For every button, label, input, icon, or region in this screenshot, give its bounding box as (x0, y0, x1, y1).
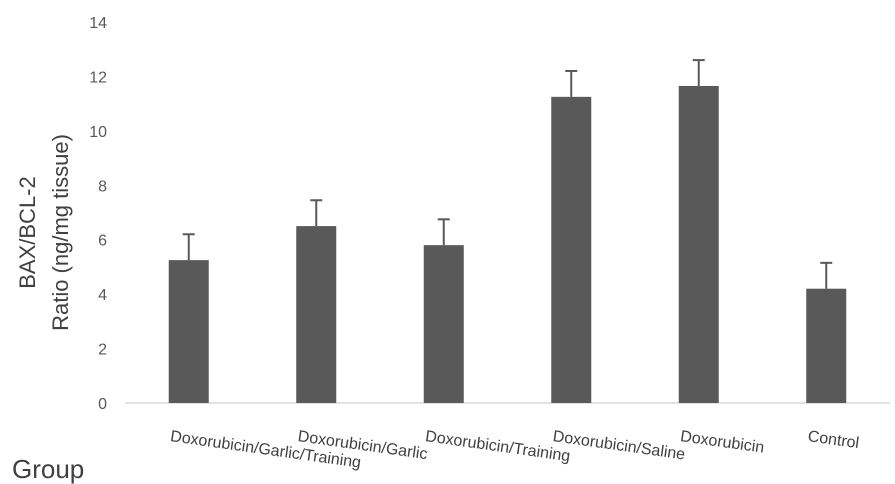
bar (423, 245, 464, 403)
bar (678, 85, 719, 403)
error-bar (437, 218, 450, 246)
y-tick-label: 2 (98, 342, 107, 359)
category-label: Doxorubicin (679, 428, 765, 457)
category-label: Doxorubicin/Training (424, 428, 571, 465)
y-tick-label: 10 (89, 124, 107, 141)
bar (168, 260, 209, 403)
y-tick-label: 14 (89, 15, 107, 32)
y-axis-title-line: Ratio (ng/mg tissue) (48, 134, 73, 331)
x-axis-title: Group (12, 454, 84, 484)
error-bar (310, 199, 323, 227)
y-axis-ticks: 0 2 4 6 8 10 12 14 (89, 15, 107, 413)
category-label: Control (807, 428, 860, 452)
y-axis-title: BAX/BCL-2 Ratio (ng/mg tissue) (15, 134, 73, 331)
category-labels: Doxorubicin/Garlic/TrainingDoxorubicin/G… (169, 428, 860, 472)
bars (168, 85, 847, 403)
error-bar (565, 69, 578, 97)
y-axis-title-line: BAX/BCL-2 (15, 176, 40, 289)
y-tick-label: 0 (98, 396, 107, 413)
y-tick-label: 8 (98, 178, 107, 195)
bar (806, 288, 847, 403)
y-tick-label: 12 (89, 69, 107, 86)
bar (551, 96, 592, 403)
y-tick-label: 4 (98, 287, 107, 304)
error-bars (182, 59, 833, 289)
error-bar (692, 59, 705, 86)
y-tick-label: 6 (98, 233, 107, 250)
error-bar (182, 233, 195, 261)
bar (296, 226, 337, 403)
category-label: Doxorubicin/Saline (552, 428, 687, 463)
error-bar (820, 261, 833, 289)
